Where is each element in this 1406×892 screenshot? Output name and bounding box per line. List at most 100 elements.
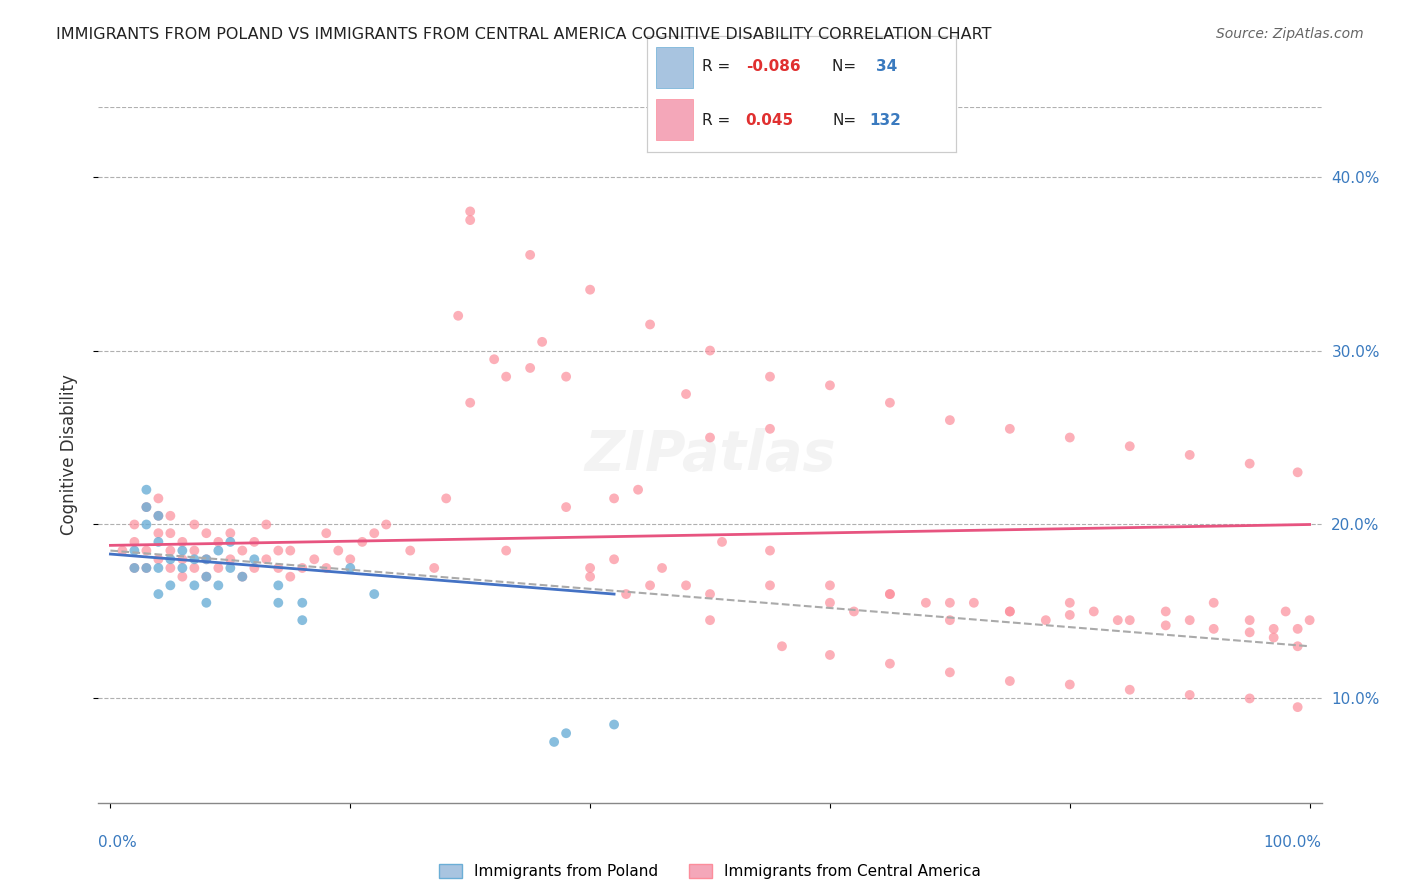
Point	[1107, 613, 1129, 627]
Point	[939, 613, 962, 627]
Point	[135, 500, 157, 514]
Point	[759, 578, 782, 592]
Point	[519, 361, 541, 376]
Point	[998, 605, 1021, 619]
Point	[638, 578, 661, 592]
Point	[1286, 466, 1309, 480]
Point	[519, 248, 541, 262]
Point	[195, 552, 218, 566]
Point	[638, 318, 661, 332]
Point	[770, 639, 793, 653]
Point	[879, 587, 901, 601]
Point	[124, 517, 146, 532]
Point	[651, 561, 673, 575]
Point	[818, 378, 841, 392]
Point	[1286, 700, 1309, 714]
Point	[1274, 605, 1296, 619]
Point	[148, 552, 170, 566]
Point	[124, 561, 146, 575]
Point	[135, 561, 157, 575]
Text: -0.086: -0.086	[745, 60, 800, 75]
Point	[759, 543, 782, 558]
Point	[148, 508, 170, 523]
Point	[1263, 622, 1285, 636]
Point	[614, 587, 637, 601]
Point	[1239, 691, 1261, 706]
Point	[1178, 613, 1201, 627]
Point	[818, 596, 841, 610]
Point	[1059, 596, 1081, 610]
Point	[207, 543, 229, 558]
Point	[675, 387, 697, 401]
Point	[579, 570, 602, 584]
Point	[328, 543, 350, 558]
Point	[254, 517, 277, 532]
Point	[495, 369, 517, 384]
Point	[148, 561, 170, 575]
Point	[1263, 631, 1285, 645]
Point	[243, 534, 266, 549]
Point	[195, 570, 218, 584]
Point	[555, 500, 578, 514]
Point	[183, 543, 205, 558]
Point	[879, 657, 901, 671]
Point	[207, 578, 229, 592]
Point	[1083, 605, 1105, 619]
Point	[267, 543, 290, 558]
Point	[699, 613, 721, 627]
Point	[699, 430, 721, 444]
Point	[267, 561, 290, 575]
Text: 34: 34	[876, 60, 897, 75]
Point	[1286, 622, 1309, 636]
Point	[183, 517, 205, 532]
Point	[1298, 613, 1320, 627]
Point	[1202, 596, 1225, 610]
Point	[603, 491, 626, 506]
Point	[231, 570, 253, 584]
Point	[1239, 613, 1261, 627]
Point	[254, 552, 277, 566]
Point	[1119, 439, 1142, 453]
Point	[939, 596, 962, 610]
Text: 132: 132	[869, 112, 901, 128]
Bar	[657, 99, 693, 140]
Point	[915, 596, 938, 610]
Point	[352, 534, 374, 549]
Point	[603, 552, 626, 566]
Point	[495, 543, 517, 558]
Point	[219, 552, 242, 566]
Point	[363, 587, 385, 601]
Point	[231, 543, 253, 558]
Point	[207, 561, 229, 575]
Point	[963, 596, 986, 610]
Point	[159, 561, 181, 575]
Point	[879, 395, 901, 409]
Text: R =: R =	[703, 112, 735, 128]
Point	[278, 570, 301, 584]
Point	[315, 561, 337, 575]
Point	[339, 561, 361, 575]
Point	[159, 508, 181, 523]
Point	[458, 213, 481, 227]
Point	[148, 587, 170, 601]
Point	[267, 596, 290, 610]
Point	[675, 578, 697, 592]
Point	[1154, 605, 1177, 619]
Point	[172, 552, 194, 566]
Point	[148, 526, 170, 541]
Point	[159, 543, 181, 558]
Point	[304, 552, 326, 566]
Point	[603, 717, 626, 731]
Point	[339, 552, 361, 566]
Point	[482, 352, 505, 367]
Point	[148, 491, 170, 506]
Point	[818, 648, 841, 662]
Point	[195, 596, 218, 610]
Point	[699, 343, 721, 358]
Point	[1059, 677, 1081, 691]
Point	[434, 491, 457, 506]
Point	[939, 413, 962, 427]
Point	[148, 508, 170, 523]
Point	[195, 570, 218, 584]
Point	[1178, 448, 1201, 462]
